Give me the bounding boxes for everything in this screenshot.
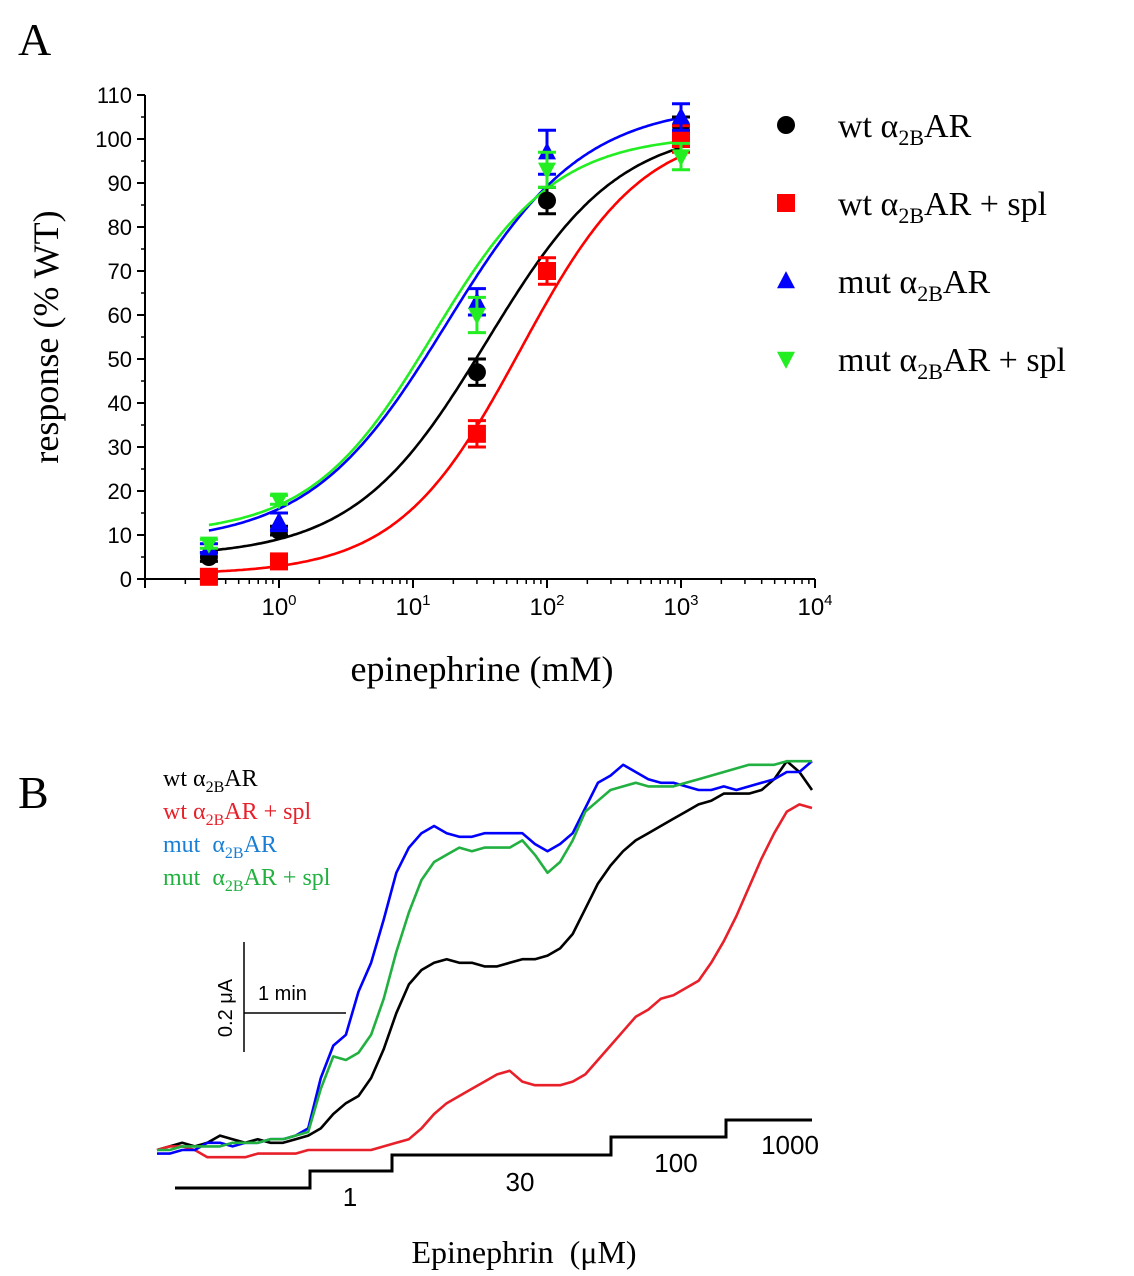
y-tick-label: 80 [108, 215, 132, 240]
legend-label: mut α2BAR + spl [838, 342, 1066, 384]
trace-legend-label: mut α2BAR [163, 832, 277, 862]
data-point [199, 567, 218, 586]
y-tick-label: 70 [108, 259, 132, 284]
fit-curve-2 [208, 116, 682, 532]
x-tick-label: 104 [797, 592, 832, 621]
legend-label: mut α2BAR [838, 264, 990, 306]
y-tick-label: 40 [108, 391, 132, 416]
trace-legend-label: mut α2BAR + spl [163, 865, 331, 895]
y-tick-label: 60 [108, 303, 132, 328]
axes [137, 94, 816, 588]
trace-legend-label: wt α2BAR + spl [163, 799, 311, 829]
step-label-1000: 1000 [761, 1130, 819, 1160]
y-tick-label: 90 [108, 171, 132, 196]
tick-labels: 0 10 20 30 40 50 60 70 80 90 100 110 100 101 102 103 104 [95, 83, 832, 621]
legend-marker [777, 194, 795, 212]
data-point [538, 191, 556, 210]
y-tick-label: 20 [108, 479, 132, 504]
panel-label-a: A [18, 14, 51, 65]
step-label-100: 100 [654, 1148, 697, 1178]
data-point [270, 492, 288, 510]
scale-bar-time-label: 1 min [258, 983, 307, 1005]
scale-bar: 0.2 μA 1 min [215, 942, 346, 1052]
trace-legend-label: wt α2BAR [163, 766, 258, 796]
legend-marker [777, 351, 795, 369]
data-point [538, 162, 556, 180]
legend-label: wt α2BAR + spl [838, 186, 1047, 228]
trace-1 [156, 803, 813, 1159]
y-tick-label: 10 [108, 523, 132, 548]
panel-label-b: B [18, 767, 49, 818]
x-tick-label: 102 [529, 592, 564, 621]
data-point [672, 107, 690, 125]
b-x-axis-label: Epinephrin (μM) [411, 1234, 636, 1270]
data-point [672, 149, 690, 167]
data-points [199, 102, 690, 586]
data-point [270, 511, 288, 529]
x-tick-label: 103 [663, 592, 698, 621]
scale-bar-current-label: 0.2 μA [215, 978, 237, 1037]
y-tick-label: 100 [95, 127, 132, 152]
y-tick-label: 50 [108, 347, 132, 372]
concentration-steps [175, 1118, 812, 1190]
y-axis-label: response (% WT) [26, 210, 66, 463]
legend-label: wt α2BAR [838, 108, 972, 150]
y-tick-label: 30 [108, 435, 132, 460]
data-point [467, 424, 486, 443]
dose-response-chart: 0 10 20 30 40 50 60 70 80 90 100 110 100 101 102 103 104… [26, 83, 1066, 689]
x-tick-label: 101 [395, 592, 430, 621]
fit-curve-0 [208, 146, 682, 552]
y-tick-label: 110 [97, 83, 132, 108]
y-tick-label: 0 [120, 567, 132, 592]
data-point [538, 262, 556, 280]
trace-3 [157, 759, 812, 1152]
traces [156, 759, 814, 1159]
data-point [199, 536, 218, 554]
step-label-1: 1 [343, 1182, 357, 1212]
legend: wt α2BAR wt α2BAR + spl mut α2BAR mut α2BAR… [777, 108, 1066, 384]
x-tick-label: 100 [261, 592, 296, 621]
step-label-30: 30 [506, 1167, 535, 1197]
x-axis-label: epinephrine (mM) [351, 649, 614, 689]
data-point [270, 552, 288, 571]
fit-curve-3 [208, 140, 682, 527]
data-point [467, 363, 486, 382]
legend-marker [777, 271, 795, 289]
legend-marker [777, 116, 795, 134]
data-point [467, 307, 486, 325]
